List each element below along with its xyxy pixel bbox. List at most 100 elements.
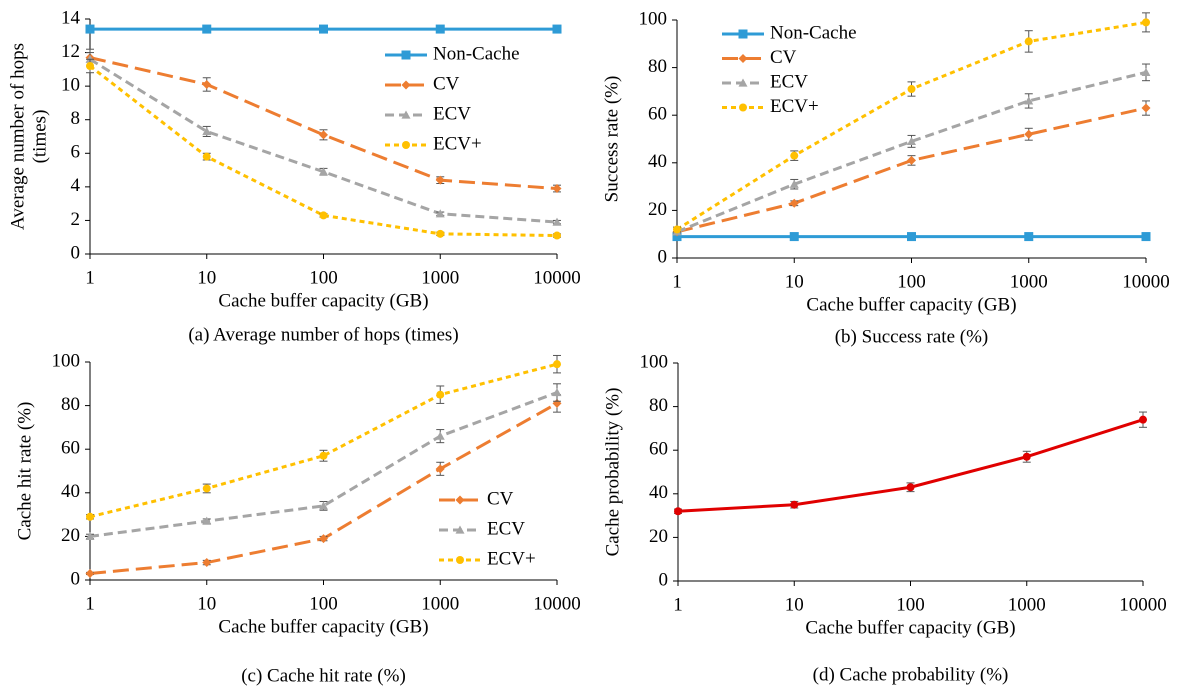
marker <box>319 167 328 176</box>
x-tick-label: 100 <box>896 594 925 615</box>
x-tick-label: 10000 <box>1122 271 1170 292</box>
marker <box>435 175 445 185</box>
caption: (a) Average number of hops (times) <box>188 324 458 345</box>
y-axis-label: Cache probability (%) <box>602 388 623 557</box>
marker <box>455 525 465 534</box>
y-tick-label: 60 <box>649 439 668 460</box>
marker <box>552 217 562 226</box>
marker <box>319 501 328 510</box>
x-axis-label: Cache buffer capacity (GB) <box>805 617 1015 638</box>
marker <box>319 451 328 460</box>
marker <box>1024 129 1034 139</box>
y-axis-label: Average number of hops <box>7 43 28 230</box>
marker <box>790 500 799 509</box>
x-tick-label: 100 <box>897 271 926 292</box>
marker <box>553 231 561 240</box>
marker <box>202 24 212 34</box>
y-tick-label: 20 <box>649 526 668 547</box>
marker <box>435 24 445 34</box>
y-tick-label: 4 <box>71 175 81 196</box>
y-tick-label: 100 <box>639 8 668 29</box>
y-tick-label: 0 <box>71 242 81 263</box>
marker <box>673 225 681 234</box>
legend-label: ECV+ <box>770 96 819 117</box>
marker <box>739 103 747 112</box>
series-line <box>676 106 1147 234</box>
x-axis-label: Cache buffer capacity (GB) <box>218 290 428 311</box>
y-tick-label: 8 <box>71 108 81 129</box>
marker <box>553 360 561 369</box>
marker <box>789 179 799 188</box>
marker <box>435 464 445 474</box>
marker <box>907 232 916 242</box>
marker <box>1141 232 1151 242</box>
y-tick-label: 20 <box>61 525 80 546</box>
marker <box>319 130 328 140</box>
y-tick-label: 80 <box>649 395 668 416</box>
legend-label: ECV <box>770 71 808 92</box>
marker <box>738 78 748 87</box>
marker <box>401 80 411 90</box>
marker <box>86 512 94 521</box>
marker <box>319 211 328 220</box>
marker <box>435 209 445 218</box>
legend-label: Non-Cache <box>433 43 520 64</box>
series-line <box>676 70 1147 234</box>
marker <box>790 151 799 160</box>
x-tick-label: 10 <box>197 593 216 614</box>
marker <box>202 484 211 493</box>
y-tick-label: 40 <box>648 151 667 172</box>
legend-label: ECV+ <box>433 133 482 154</box>
marker <box>436 229 445 238</box>
marker <box>789 232 799 242</box>
x-tick-label: 10 <box>197 267 216 288</box>
series-line <box>677 418 1144 513</box>
x-tick-label: 1 <box>85 267 95 288</box>
y-tick-label: 0 <box>658 246 668 267</box>
chart-panel: 0 20 40 60 80 100 1 10 100 1000 10000 Cache buffer … <box>14 350 580 686</box>
x-tick-label: 1 <box>85 593 95 614</box>
x-axis-label: Cache buffer capacity (GB) <box>218 616 428 637</box>
marker <box>86 62 94 70</box>
y-tick-label: 20 <box>648 199 667 220</box>
legend-label: ECV <box>433 103 471 124</box>
marker <box>1022 452 1031 461</box>
y-tick-label: 60 <box>648 104 667 125</box>
marker <box>1024 232 1034 242</box>
x-axis-label: Cache buffer capacity (GB) <box>806 294 1016 315</box>
marker <box>202 79 212 89</box>
marker <box>85 568 95 578</box>
x-tick-label: 1000 <box>1010 271 1048 292</box>
x-tick-label: 1000 <box>421 267 459 288</box>
chart-panel: 0 20 40 60 80 100 1 10 100 1000 10000 Cache buffer … <box>602 351 1166 685</box>
marker <box>1141 67 1151 76</box>
x-tick-label: 10000 <box>1119 594 1167 615</box>
marker <box>738 54 748 63</box>
x-tick-label: 10 <box>785 271 804 292</box>
y-tick-label: 100 <box>640 351 669 372</box>
chart-panel: 0 2 4 6 8 10 12 14 1 10 100 1000 10000 Cache buffer c… <box>7 7 580 345</box>
marker <box>738 29 748 39</box>
x-tick-label: 1000 <box>421 593 459 614</box>
y-tick-label: 80 <box>61 394 80 415</box>
marker <box>552 24 562 34</box>
series-line <box>676 20 1147 231</box>
series-line <box>89 64 558 238</box>
y-axis-label: (times) <box>29 110 50 164</box>
marker <box>401 50 411 60</box>
marker <box>552 184 562 194</box>
x-tick-label: 100 <box>309 593 338 614</box>
x-tick-label: 10 <box>785 594 804 615</box>
marker <box>1142 18 1150 27</box>
legend-label: ECV+ <box>487 548 536 569</box>
marker <box>402 141 410 149</box>
marker <box>1024 37 1033 46</box>
y-tick-label: 100 <box>52 350 81 371</box>
x-tick-label: 1 <box>673 594 683 615</box>
marker <box>436 390 445 399</box>
legend-label: CV <box>770 47 797 68</box>
marker <box>674 507 682 516</box>
marker <box>907 136 916 145</box>
marker <box>789 198 799 208</box>
